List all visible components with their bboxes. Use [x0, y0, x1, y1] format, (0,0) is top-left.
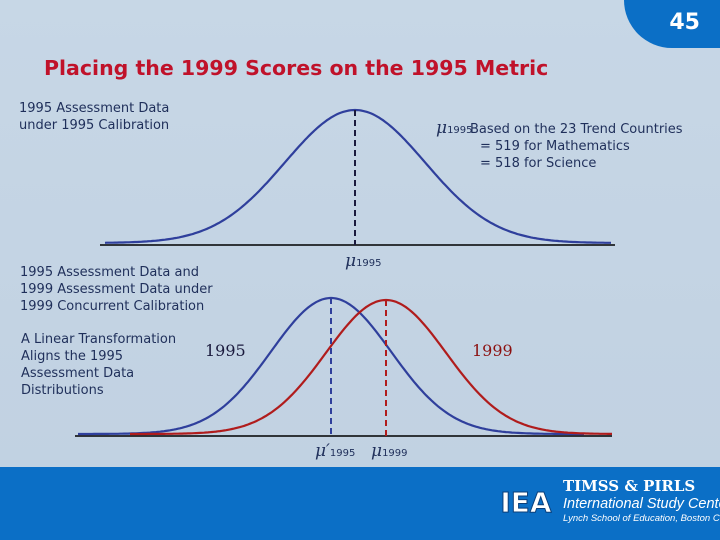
- mu-subscript: 1995: [356, 258, 382, 269]
- label-concurrent-calibration: 1995 Assessment Data and 1999 Assessment…: [20, 264, 213, 315]
- label-line: 1995 Assessment Data: [19, 101, 170, 116]
- label-line: under 1995 Calibration: [19, 118, 170, 133]
- curve-1999-concurrent: [130, 298, 612, 436]
- mu-glyph: μ: [345, 251, 357, 271]
- footer-bar: [0, 467, 720, 540]
- note-line: Based on the 23 Trend Countries: [470, 122, 683, 137]
- year-label-1995: 1995: [205, 341, 246, 360]
- label-line: Assessment Data: [21, 366, 135, 381]
- mu-subscript: 1995: [329, 448, 356, 459]
- mu-subscript: 1995: [447, 125, 473, 136]
- label-1995-calibration: 1995 Assessment Data under 1995 Calibrat…: [19, 100, 169, 134]
- mu-glyph: μ: [371, 441, 383, 461]
- mu-prime-glyph: μ′: [315, 441, 330, 461]
- label-line: 1999 Assessment Data under: [20, 282, 213, 297]
- iea-logo-text: IEA: [500, 486, 552, 519]
- footer-org-name: TIMSS & PIRLS: [563, 477, 696, 495]
- label-linear-transformation: A Linear Transformation Aligns the 1995 …: [21, 331, 176, 399]
- note-line: = 519 for Mathematics: [480, 139, 630, 154]
- label-line: 1995 Assessment Data and: [20, 265, 199, 280]
- label-line: 1999 Concurrent Calibration: [20, 299, 205, 314]
- mu-subscript: 1999: [382, 448, 408, 459]
- distribution-diagram: [75, 108, 615, 437]
- mu-1995-note-symbol: μ1995: [436, 118, 473, 138]
- iea-logo-icon: IEA: [500, 486, 553, 520]
- label-line: Distributions: [21, 383, 104, 398]
- note-line: = 518 for Science: [480, 156, 597, 171]
- slide-number: 45: [669, 10, 700, 35]
- mu-1999-symbol: μ1999: [371, 441, 408, 461]
- mu-glyph: μ: [436, 118, 448, 138]
- label-line: A Linear Transformation: [21, 332, 177, 347]
- mu-prime-1995-symbol: μ′1995: [315, 441, 355, 461]
- footer-school-name: Lynch School of Education, Boston Colleg…: [563, 513, 720, 524]
- slide-title: Placing the 1999 Scores on the 1995 Metr…: [44, 56, 549, 80]
- label-line: Aligns the 1995: [21, 349, 124, 364]
- mu-1995-axis-symbol: μ1995: [345, 251, 382, 271]
- year-label-1999: 1999: [472, 341, 513, 360]
- footer-center-name: International Study Center: [563, 496, 720, 512]
- curve-1995-calibration: [104, 108, 611, 244]
- trend-countries-note: Based on the 23 Trend Countries = 519 fo…: [470, 121, 683, 172]
